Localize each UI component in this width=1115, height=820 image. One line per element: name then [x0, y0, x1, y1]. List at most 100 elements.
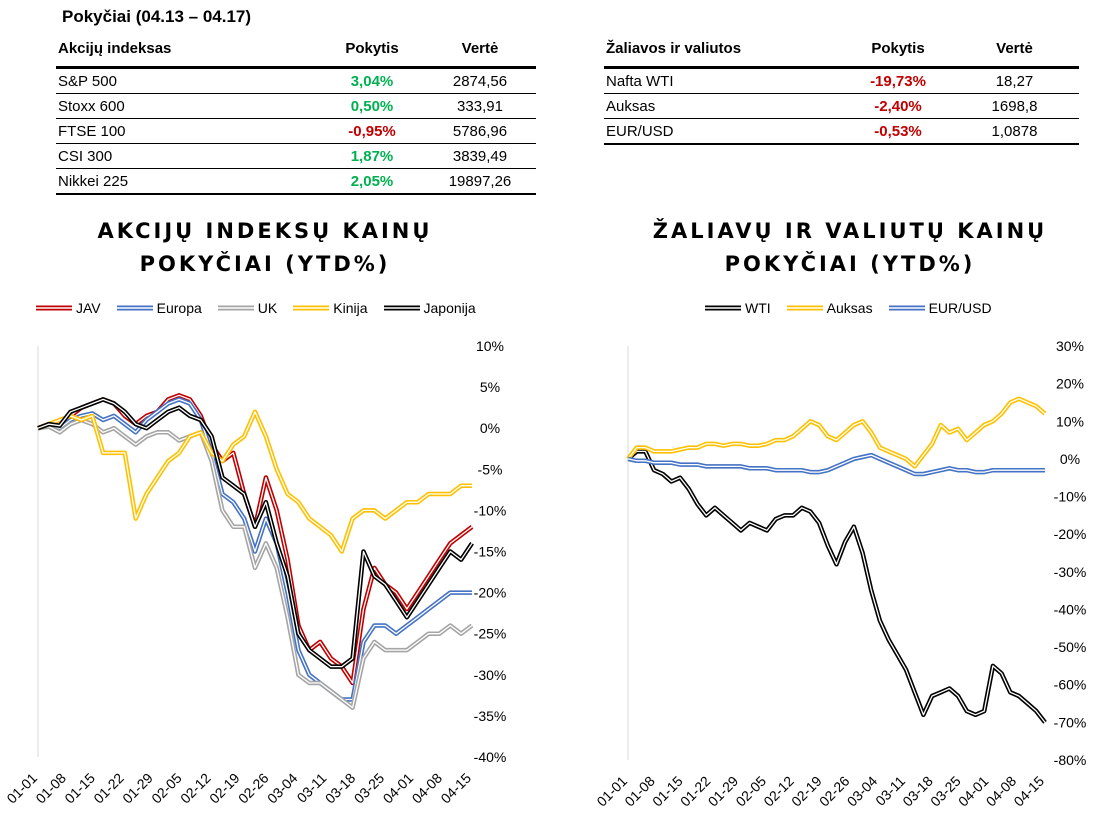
y-tick-label: 5% — [480, 379, 500, 395]
y-tick-label: -30% — [1054, 564, 1087, 580]
legend-label: Japonija — [423, 300, 476, 316]
x-tick-label: 01-01 — [593, 773, 630, 810]
indices-line-chart: 10% 5% 0% -5% -10% -15% -20% -25% -30% -35% -40% 01… — [3, 338, 507, 807]
column-header: Vertė — [996, 40, 1033, 57]
legend-item: UK — [217, 300, 277, 316]
legend-item: Kinija — [293, 300, 368, 316]
x-tick-label: 01-29 — [119, 770, 156, 807]
x-tick-label: 03-18 — [899, 773, 936, 810]
legend-label: EUR/USD — [928, 300, 992, 316]
x-tick-label: 02-26 — [235, 770, 272, 807]
legend-swatch — [888, 305, 925, 311]
y-tick-label: -70% — [1054, 714, 1087, 730]
y-tick-label: -15% — [474, 544, 507, 560]
y-tick-label: -10% — [474, 502, 507, 518]
chart-title-line: ŽALIAVŲ IR VALIUTŲ KAINŲ — [652, 219, 1048, 243]
y-tick-label: 0% — [480, 420, 500, 436]
y-tick-label: -10% — [1054, 489, 1087, 505]
legend-item: Auksas — [786, 300, 873, 316]
legend-label: WTI — [745, 300, 771, 316]
y-tick-label: 0% — [1060, 451, 1080, 467]
x-tick-label: 01-29 — [705, 773, 742, 810]
legend-swatch — [116, 305, 153, 311]
x-tick-label: 01-08 — [32, 770, 69, 807]
x-tick-label: 02-05 — [148, 770, 185, 807]
x-tick-label: 02-12 — [177, 770, 214, 807]
y-tick-label: -60% — [1054, 677, 1087, 693]
row-value: 1698,8 — [991, 97, 1038, 115]
chart-title-indices: AKCIJŲ INDEKSŲ KAINŲ POKYČIAI (YTD%) — [30, 215, 500, 281]
series-line-wti — [626, 449, 1047, 724]
x-tick-label: 01-15 — [649, 773, 686, 810]
y-tick-label: 10% — [476, 338, 504, 354]
legend-swatch — [36, 305, 72, 311]
chart-legend-commodities: WTI Auksas EUR/USD — [705, 300, 992, 316]
row-value: 1,0878 — [991, 122, 1038, 140]
y-tick-label: 20% — [1056, 376, 1084, 392]
series-line-inner — [627, 450, 1046, 723]
table-row: EUR/USD -0,53% 1,0878 — [604, 119, 1079, 144]
legend-swatch — [786, 305, 823, 311]
legend-label: JAV — [76, 300, 101, 316]
row-value: 333,91 — [457, 97, 503, 115]
x-tick-label: 04-08 — [983, 773, 1020, 810]
x-tick-label: 01-08 — [621, 773, 658, 810]
commodities-line-chart: 30% 20% 10% 0% -10% -20% -30% -40% -50% -60% -70% -… — [593, 338, 1087, 810]
legend-item: JAV — [36, 300, 101, 316]
y-tick-label: 30% — [1056, 338, 1084, 354]
legend-item: WTI — [705, 300, 771, 316]
x-tick-label: 01-22 — [90, 770, 127, 807]
legend-swatch — [705, 305, 741, 311]
chart-title-line: POKYČIAI (YTD%) — [139, 252, 391, 276]
y-tick-label: -25% — [474, 626, 507, 642]
row-name: S&P 500 — [58, 72, 117, 90]
y-tick-label: -40% — [474, 749, 507, 765]
row-change: 0,50% — [350, 97, 394, 115]
x-tick-label: 02-19 — [788, 773, 825, 810]
row-name: EUR/USD — [606, 122, 674, 140]
table-row: FTSE 100 -0,95% 5786,96 — [56, 119, 536, 144]
x-tick-label: 01-15 — [61, 770, 98, 807]
series-line-outer — [37, 417, 474, 710]
y-tick-label: -80% — [1054, 752, 1087, 768]
y-tick-label: -30% — [474, 667, 507, 683]
series-line-inner — [37, 398, 472, 701]
x-tick-label: 03-11 — [872, 773, 908, 809]
column-header: Vertė — [461, 40, 499, 57]
series-line-outer — [626, 396, 1047, 469]
row-change: -0,95% — [348, 122, 396, 140]
x-tick-label: 04-01 — [955, 773, 992, 810]
row-value: 5786,96 — [452, 122, 508, 140]
row-name: Nafta WTI — [606, 72, 674, 90]
series-line-inner — [37, 419, 473, 709]
y-tick-label: -5% — [478, 461, 503, 477]
y-tick-label: 10% — [1056, 413, 1084, 429]
series-line-japonija — [37, 397, 474, 669]
column-header: Pokytis — [871, 40, 925, 57]
row-name: CSI 300 — [58, 147, 113, 165]
table-row: Nikkei 225 2,05% 19897,26 — [56, 169, 536, 194]
series-line-inner — [37, 411, 472, 553]
x-tick-label: 03-04 — [264, 770, 301, 807]
row-change: -0,53% — [874, 122, 922, 140]
y-tick-label: -50% — [1054, 639, 1087, 655]
series-line-uk — [37, 417, 474, 710]
chart-title-commodities: ŽALIAVŲ IR VALIUTŲ KAINŲ POKYČIAI (YTD%) — [610, 215, 1090, 281]
x-tick-label: 03-11 — [294, 770, 330, 806]
row-change: -2,40% — [874, 97, 922, 115]
series-line-inner — [37, 394, 473, 684]
x-tick-label: 02-12 — [760, 773, 797, 810]
series-line-outer — [37, 393, 474, 686]
row-value: 3839,49 — [452, 147, 508, 165]
table-row: CSI 300 1,87% 3839,49 — [56, 144, 536, 169]
y-tick-label: -20% — [474, 585, 507, 601]
x-tick-label: 02-19 — [206, 770, 243, 807]
series-line-inner — [627, 398, 1046, 468]
x-tick-label: 03-25 — [927, 773, 964, 810]
legend-item: Japonija — [383, 300, 476, 316]
page-title: Pokyčiai (04.13 – 04.17) — [62, 7, 252, 26]
series-line-inner — [37, 398, 473, 668]
x-tick-label: 04-08 — [409, 770, 446, 807]
series-line-kinija — [37, 409, 472, 554]
column-header: Žaliavos ir valiutos — [606, 40, 742, 57]
